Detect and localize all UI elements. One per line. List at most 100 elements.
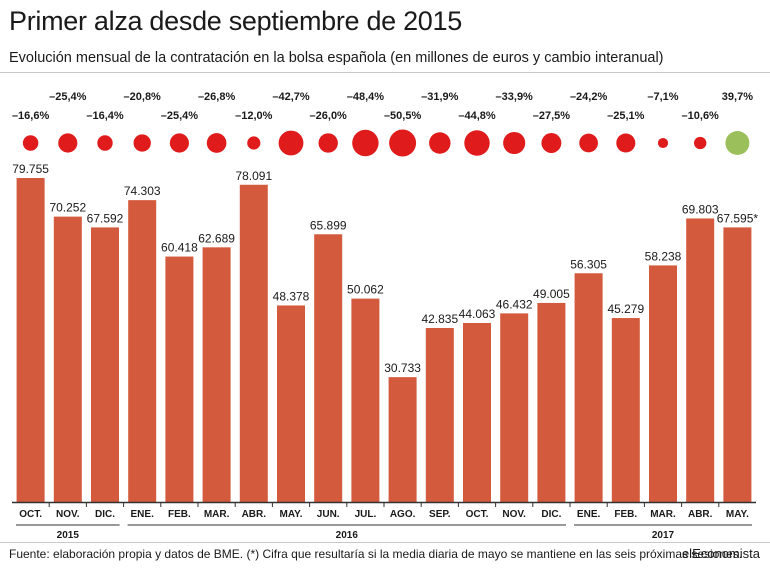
bar [128, 200, 157, 502]
bar [277, 305, 305, 502]
footer-divider [0, 542, 770, 543]
header-divider [0, 72, 770, 73]
change-label: –25,1% [607, 110, 645, 122]
change-label: –7,1% [647, 91, 678, 103]
bar [425, 327, 454, 502]
month-tick-label: ABR. [242, 509, 267, 520]
change-bubble [579, 133, 598, 153]
bar-value-label: 45.279 [607, 302, 644, 316]
month-tick-label: ENE. [131, 509, 155, 520]
bar [686, 218, 715, 502]
change-label: –26,8% [198, 91, 236, 103]
change-bubble [464, 130, 490, 156]
change-bubble [278, 130, 304, 156]
month-tick-label: MAY. [726, 509, 749, 520]
change-label: 39,7% [722, 91, 753, 103]
bar [723, 227, 752, 502]
change-bubble [352, 129, 379, 157]
bar [314, 234, 343, 502]
change-bubble [657, 137, 669, 149]
month-tick-label: ABR. [688, 509, 713, 520]
bar [351, 298, 380, 502]
bar-chart: 79.755 –16,6% OCT. 70.252 –25,4% NOV. 67.592 –1… [12, 91, 759, 541]
month-tick-label: OCT. [466, 509, 489, 520]
change-bubble [169, 133, 189, 153]
month-tick-label: MAY. [280, 509, 303, 520]
month-tick-label: FEB. [168, 509, 191, 520]
month-tick-label: NOV. [502, 509, 526, 520]
bar-value-label: 48.378 [273, 289, 310, 303]
change-bubble [22, 135, 39, 151]
change-label: –48,4% [347, 91, 385, 103]
change-label: –12,0% [235, 110, 273, 122]
change-bubble [694, 136, 707, 150]
change-bubble [541, 133, 562, 153]
change-bubble [133, 134, 151, 152]
year-label: 2015 [57, 530, 80, 541]
change-label: –20,8% [124, 91, 162, 103]
month-tick-label: JUL. [355, 509, 377, 520]
bar-value-label: 79.755 [12, 162, 49, 176]
bar-value-label: 67.592 [87, 211, 124, 225]
change-bubble [503, 131, 526, 155]
change-label: –16,4% [86, 110, 124, 122]
source-note: Fuente: elaboración propia y datos de BM… [9, 547, 743, 561]
chart-subtitle: Evolución mensual de la contratación en … [9, 50, 664, 66]
bar [574, 273, 603, 502]
change-label: –24,2% [570, 91, 608, 103]
month-tick-label: MAR. [204, 509, 230, 520]
bar-value-label: 67.595* [717, 211, 759, 225]
change-label: –16,6% [12, 110, 50, 122]
month-tick-label: JUN. [317, 509, 340, 520]
change-bubble [616, 133, 636, 153]
bar-value-label: 65.899 [310, 218, 347, 232]
month-tick-label: NOV. [56, 509, 80, 520]
chart-title: Primer alza desde septiembre de 2015 [9, 6, 462, 36]
bar [500, 313, 529, 502]
change-label: –10,6% [682, 110, 720, 122]
bar-value-label: 58.238 [645, 249, 682, 263]
bar [202, 247, 231, 502]
bar-value-label: 78.091 [235, 169, 272, 183]
bar-value-label: 70.252 [49, 201, 86, 215]
bar-value-label: 50.062 [347, 283, 384, 297]
bar-value-label: 60.418 [161, 241, 198, 255]
bar [649, 265, 677, 502]
change-label: –50,5% [384, 110, 422, 122]
bar-value-label: 44.063 [459, 307, 496, 321]
bar-value-label: 42.835 [421, 312, 458, 326]
change-label: –25,4% [49, 91, 87, 103]
change-label: –44,8% [458, 110, 496, 122]
month-tick-label: AGO. [390, 509, 416, 520]
change-bubble [429, 132, 451, 154]
change-bubble [58, 133, 78, 153]
year-label: 2016 [336, 530, 359, 541]
change-label: –26,0% [310, 110, 348, 122]
bar-value-label: 49.005 [533, 287, 570, 301]
change-label: –33,9% [496, 91, 534, 103]
bar [91, 227, 119, 502]
bar-value-label: 69.803 [682, 202, 719, 216]
change-label: –25,4% [161, 110, 199, 122]
change-label: –42,7% [272, 91, 310, 103]
change-label: –27,5% [533, 110, 571, 122]
change-bubble [247, 136, 261, 150]
month-tick-label: ENE. [577, 509, 601, 520]
bar [53, 216, 82, 502]
month-tick-label: MAR. [650, 509, 676, 520]
bar [16, 178, 45, 502]
month-tick-label: DIC. [541, 509, 561, 520]
brand-label: elEconomista [681, 546, 760, 561]
month-tick-label: FEB. [614, 509, 637, 520]
change-bubble [725, 131, 750, 155]
month-tick-label: SEP. [429, 509, 451, 520]
bar-value-label: 46.432 [496, 297, 533, 311]
bar-value-label: 30.733 [384, 361, 421, 375]
bar [611, 318, 640, 502]
month-tick-label: DIC. [95, 509, 115, 520]
bar-value-label: 74.303 [124, 184, 161, 198]
change-label: –31,9% [421, 91, 459, 103]
bar [463, 322, 491, 502]
bar-value-label: 56.305 [570, 257, 607, 271]
bar-value-label: 62.689 [198, 231, 235, 245]
